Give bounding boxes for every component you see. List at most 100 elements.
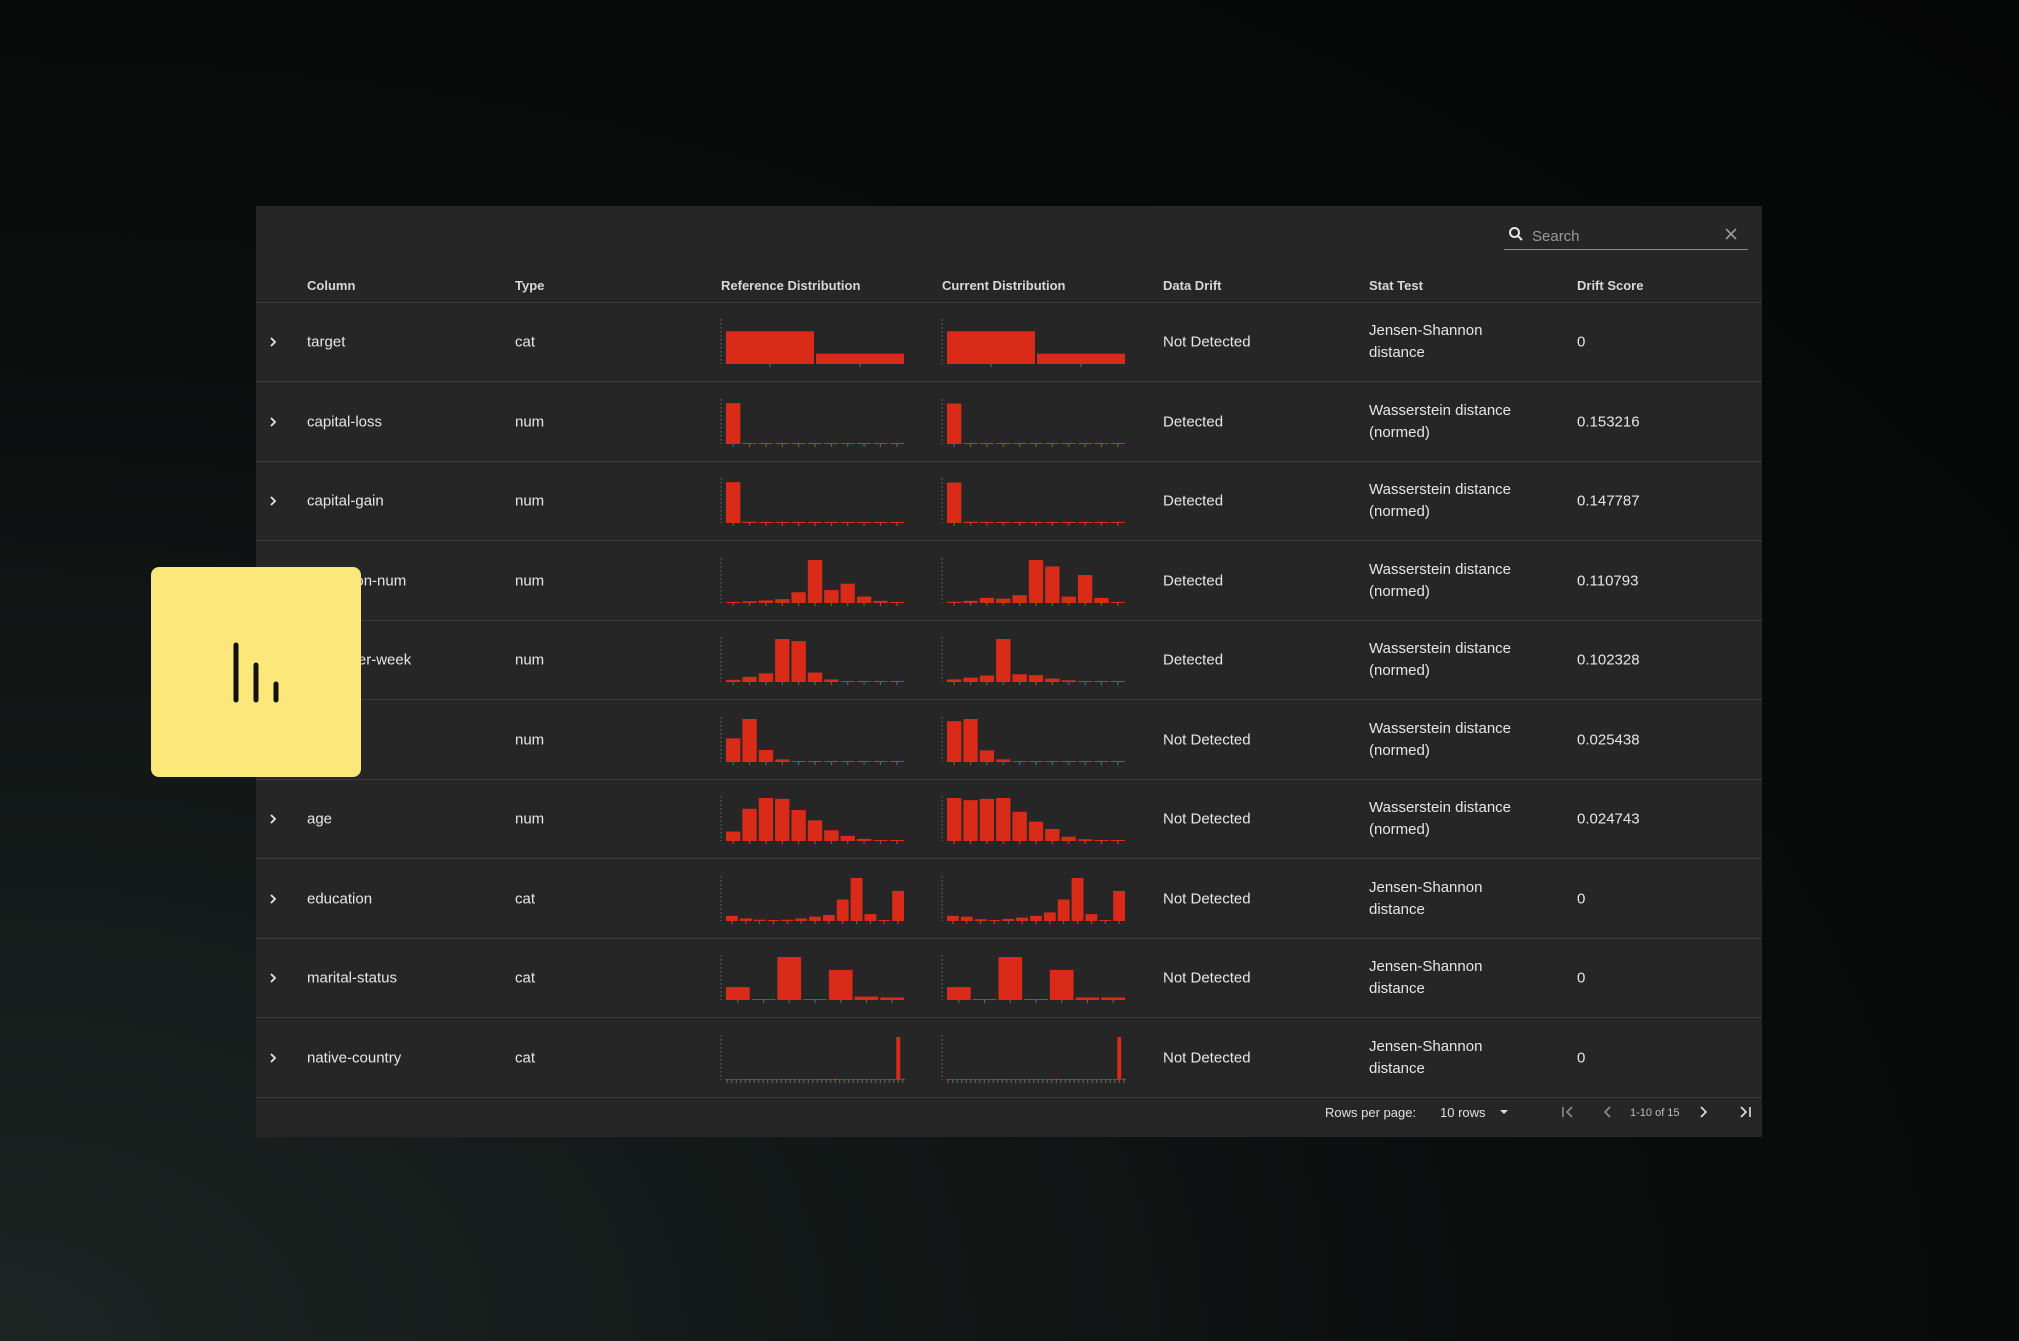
drift-score-value: 0.147787: [1577, 492, 1640, 510]
reference-distribution-bar: [824, 760, 839, 762]
current-distribution-chart: [941, 796, 1125, 844]
reference-distribution-bar: [758, 749, 774, 762]
expand-chevron-icon[interactable]: [266, 415, 280, 429]
header-drift-score[interactable]: Drift Score: [1577, 278, 1644, 293]
current-distribution-bar: [1072, 1078, 1077, 1080]
table-row[interactable]: age num Not Detected Wasserstein distance (…: [256, 780, 1762, 859]
current-distribution-bar: [1045, 565, 1060, 603]
current-distribution-bar: [1081, 1078, 1086, 1080]
reference-distribution-bar: [807, 522, 823, 523]
reference-distribution-bar: [873, 1078, 878, 1080]
reference-distribution-bar: [803, 999, 827, 1000]
current-distribution-bar: [974, 918, 987, 921]
current-distribution-bar: [1028, 675, 1044, 682]
header-column[interactable]: Column: [307, 278, 356, 293]
current-distribution-bar: [1049, 1078, 1054, 1080]
current-distribution-bar: [960, 916, 973, 921]
header-stat-test[interactable]: Stat Test: [1369, 278, 1423, 293]
current-distribution-bar: [1022, 1078, 1027, 1080]
reference-distribution-bar: [734, 1078, 739, 1080]
first-page-icon[interactable]: [1560, 1104, 1576, 1120]
current-distribution-bar: [1045, 442, 1060, 444]
reference-distribution-bar: [758, 442, 774, 444]
last-page-icon[interactable]: [1737, 1104, 1753, 1120]
reference-distribution-bar: [889, 840, 904, 841]
current-distribution-bar: [1045, 760, 1060, 762]
reference-distribution-bar: [791, 442, 806, 444]
current-distribution-bar: [1058, 1078, 1063, 1080]
expand-chevron-icon[interactable]: [266, 892, 280, 906]
current-distribution-bar: [1094, 760, 1109, 762]
reference-distribution-bar: [791, 641, 806, 682]
current-distribution-bar: [996, 639, 1011, 682]
data-drift-status: Not Detected: [1163, 1049, 1251, 1066]
reference-distribution-bar: [856, 838, 872, 841]
table-row[interactable]: capital-gain num Detected Wasserstein dista…: [256, 462, 1762, 541]
table-row[interactable]: target cat Not Detected Jensen-Shannon dist…: [256, 303, 1762, 382]
current-distribution-bar: [1028, 821, 1044, 841]
data-drift-status: Not Detected: [1163, 810, 1251, 828]
reference-distribution-bar: [854, 996, 879, 1000]
expand-chevron-icon[interactable]: [266, 1051, 280, 1065]
stat-test-name: Wasserstein distance (normed): [1369, 401, 1512, 441]
current-distribution-bar: [1094, 681, 1109, 682]
expand-chevron-icon[interactable]: [266, 812, 280, 826]
reference-distribution-bar: [797, 1078, 802, 1080]
current-distribution-bar: [947, 482, 962, 523]
reference-distribution-bar: [807, 672, 823, 682]
table-row[interactable]: native-country cat Not Detected Jensen-Shan…: [256, 1019, 1762, 1098]
table-row[interactable]: hours-per-weeknumDetectedWasserstein dis…: [256, 621, 1762, 700]
reference-distribution-bar: [742, 718, 757, 762]
table-row[interactable]: education-numnumDetectedWasserstein dist…: [256, 542, 1762, 621]
header-type[interactable]: Type: [515, 278, 545, 293]
expand-chevron-icon[interactable]: [266, 494, 280, 508]
next-page-icon[interactable]: [1695, 1104, 1711, 1120]
reference-distribution-bar: [828, 1078, 833, 1080]
data-drift-status: Detected: [1163, 651, 1224, 669]
current-distribution-bar: [1094, 442, 1109, 444]
column-type: num: [515, 651, 545, 669]
current-distribution-chart: [941, 955, 1125, 1003]
current-distribution-bar: [1024, 999, 1048, 1000]
reference-distribution-bar: [864, 913, 877, 921]
current-distribution-bar: [1103, 1078, 1108, 1080]
reference-distribution-bar: [807, 442, 823, 444]
reference-distribution-chart: [720, 875, 904, 924]
column-type: num: [515, 572, 545, 589]
table-row[interactable]: marital-status cat Not Detected Jensen-Shan…: [256, 939, 1762, 1018]
reference-distribution-bar: [873, 840, 888, 841]
reference-distribution-bar: [840, 760, 855, 762]
search-input[interactable]: [1530, 222, 1724, 250]
data-drift-status: Not Detected: [1163, 969, 1251, 987]
table-row[interactable]: education cat Not Detected Jensen-Shannon d…: [256, 860, 1762, 939]
reference-distribution-bar: [726, 915, 738, 921]
reference-distribution-bar: [775, 758, 790, 762]
current-distribution-bar: [1112, 1078, 1117, 1080]
expand-chevron-icon[interactable]: [266, 335, 280, 349]
current-distribution-bar: [963, 442, 978, 444]
current-distribution-bar: [947, 987, 971, 1000]
reference-distribution-bar: [781, 919, 794, 921]
reference-distribution-bar: [815, 1078, 820, 1080]
reference-distribution-bar: [779, 1078, 784, 1080]
column-type: cat: [515, 1049, 536, 1066]
reference-distribution-bar: [856, 522, 872, 523]
reference-distribution-bar: [892, 890, 904, 921]
caret-down-icon: [1500, 1110, 1508, 1114]
current-distribution-bar: [947, 331, 1035, 364]
clear-search-icon[interactable]: [1724, 227, 1738, 241]
reference-distribution-bar: [836, 899, 849, 921]
search-box[interactable]: [1504, 220, 1748, 250]
column-name: capital-loss: [307, 413, 383, 430]
table-row[interactable]: capital-loss num Detected Wasserstein dista…: [256, 383, 1762, 462]
expand-chevron-icon[interactable]: [266, 971, 280, 985]
reference-distribution-bar: [855, 1078, 860, 1080]
previous-page-icon[interactable]: [1600, 1104, 1616, 1120]
reference-distribution-bar: [856, 442, 872, 444]
reference-distribution-bar: [742, 442, 757, 444]
reference-distribution-chart: [720, 955, 904, 1003]
header-data-drift[interactable]: Data Drift: [1163, 278, 1222, 293]
reference-distribution-bar: [891, 1078, 896, 1080]
header-current-distribution: Current Distribution: [942, 278, 1066, 293]
